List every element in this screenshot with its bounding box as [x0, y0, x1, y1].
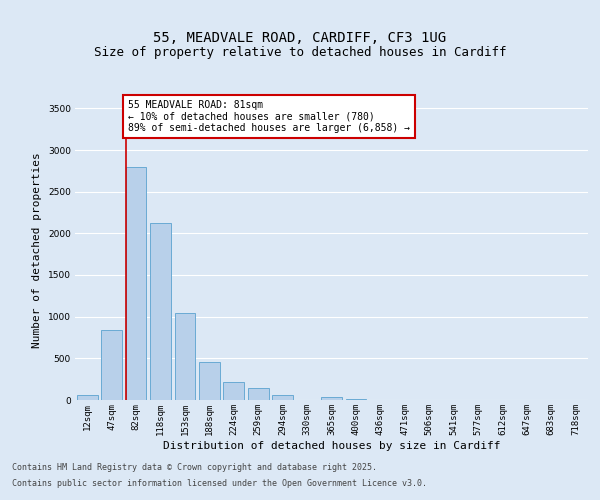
- Text: 55, MEADVALE ROAD, CARDIFF, CF3 1UG: 55, MEADVALE ROAD, CARDIFF, CF3 1UG: [154, 30, 446, 44]
- Bar: [77, 396, 98, 400]
- Text: Size of property relative to detached houses in Cardiff: Size of property relative to detached ho…: [94, 46, 506, 59]
- Bar: [321, 397, 342, 400]
- Bar: [150, 223, 171, 400]
- Bar: [199, 362, 220, 400]
- Bar: [101, 330, 122, 400]
- Y-axis label: Number of detached properties: Number of detached properties: [32, 152, 42, 348]
- X-axis label: Distribution of detached houses by size in Cardiff: Distribution of detached houses by size …: [163, 440, 500, 450]
- Bar: [175, 314, 196, 400]
- Bar: [272, 394, 293, 400]
- Bar: [223, 382, 244, 400]
- Text: Contains public sector information licensed under the Open Government Licence v3: Contains public sector information licen…: [12, 478, 427, 488]
- Text: Contains HM Land Registry data © Crown copyright and database right 2025.: Contains HM Land Registry data © Crown c…: [12, 464, 377, 472]
- Bar: [248, 388, 269, 400]
- Text: 55 MEADVALE ROAD: 81sqm
← 10% of detached houses are smaller (780)
89% of semi-d: 55 MEADVALE ROAD: 81sqm ← 10% of detache…: [128, 100, 410, 133]
- Bar: [125, 166, 146, 400]
- Bar: [346, 398, 367, 400]
